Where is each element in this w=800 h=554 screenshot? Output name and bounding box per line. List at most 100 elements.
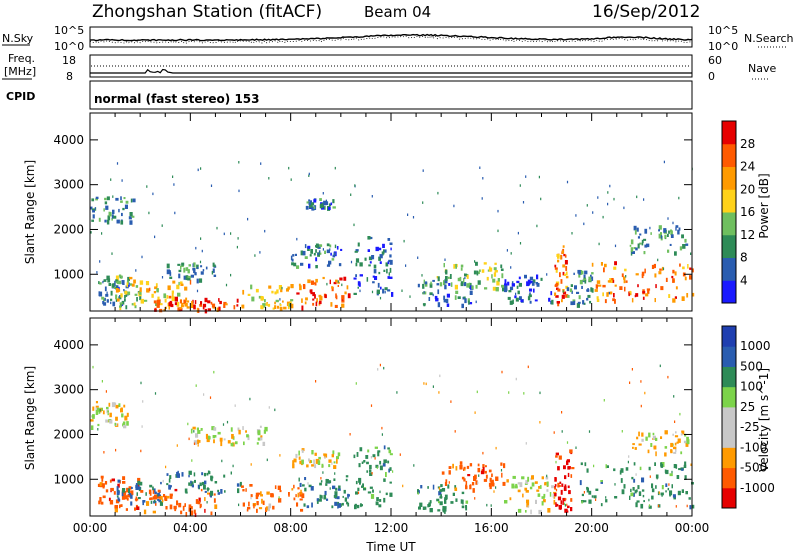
scatter-cell xyxy=(298,456,301,460)
scatter-cell xyxy=(591,288,594,293)
scatter-cell xyxy=(308,174,310,177)
scatter-cell xyxy=(530,280,533,284)
scatter-cell xyxy=(185,512,188,517)
scatter-cell xyxy=(369,472,373,476)
scatter-cell xyxy=(193,509,196,514)
scatter-cell xyxy=(658,233,662,239)
scatter-cell xyxy=(675,225,679,228)
scatter-cell xyxy=(207,436,211,440)
scatter-cell xyxy=(432,484,435,490)
scatter-cell xyxy=(633,478,636,483)
scatter-cell xyxy=(644,244,648,248)
scatter-cell xyxy=(570,498,573,502)
scatter-cell xyxy=(423,303,426,307)
scatter-cell xyxy=(310,289,313,295)
scatter-cell xyxy=(536,283,540,287)
scatter-cell xyxy=(367,449,370,453)
scatter-cell xyxy=(577,269,581,274)
scatter-cell xyxy=(570,474,573,478)
scatter-cell xyxy=(359,447,363,452)
scatter-cell xyxy=(593,495,597,499)
scatter-cell xyxy=(477,467,481,473)
scatter-cell xyxy=(302,484,305,487)
scatter-cell xyxy=(157,489,161,493)
scatter-cell xyxy=(342,495,344,498)
colorbar-segment xyxy=(722,386,736,408)
scatter-cell xyxy=(276,289,279,294)
scatter-cell xyxy=(115,299,117,302)
scatter-cell xyxy=(678,227,681,231)
scatter-cell xyxy=(260,494,263,497)
scatter-cell xyxy=(117,479,121,483)
scatter-cell xyxy=(571,290,573,294)
scatter-cell xyxy=(182,505,185,511)
scatter-cell xyxy=(303,284,306,290)
scatter-cell xyxy=(429,292,433,296)
scatter-cell xyxy=(166,269,170,275)
scatter-cell xyxy=(659,268,662,271)
scatter-cell xyxy=(455,498,458,502)
scatter-cell xyxy=(558,485,561,487)
scatter-cell xyxy=(485,465,487,468)
scatter-cell xyxy=(591,495,594,498)
scatter-cell xyxy=(296,502,299,507)
scatter-cell xyxy=(528,294,532,298)
scatter-cell xyxy=(195,384,197,387)
scatter-cell xyxy=(567,466,571,470)
scatter-cell xyxy=(387,447,390,450)
scatter-cell xyxy=(260,162,262,165)
scatter-cell xyxy=(660,286,664,291)
scatter-cell xyxy=(538,509,542,515)
scatter-cell xyxy=(117,497,120,501)
scatter-cell xyxy=(203,303,207,308)
scatter-cell xyxy=(109,500,114,505)
scatter-cell xyxy=(322,276,325,280)
scatter-cell xyxy=(238,429,241,435)
scatter-cell xyxy=(114,286,116,289)
scatter-cell xyxy=(103,298,106,302)
scatter-cell xyxy=(108,283,112,286)
scatter-cell xyxy=(539,421,541,424)
scatter-cell xyxy=(200,265,203,268)
scatter-cell xyxy=(591,276,594,281)
date-label: 16/Sep/2012 xyxy=(592,2,700,22)
scatter-cell xyxy=(396,391,398,394)
scatter-cell xyxy=(330,302,333,307)
scatter-cell xyxy=(570,301,574,306)
scatter-cell xyxy=(128,491,130,495)
scatter-cell xyxy=(239,481,242,487)
scatter-cell xyxy=(625,275,627,278)
scatter-cell xyxy=(329,244,332,248)
scatter-cell xyxy=(392,470,394,473)
scatter-cell xyxy=(553,431,555,434)
scatter-cell xyxy=(309,204,311,209)
scatter-cell xyxy=(164,498,168,501)
scatter-cell xyxy=(130,501,133,506)
scatter-cell xyxy=(564,260,568,265)
scatter-cell xyxy=(174,488,178,492)
scatter-cell xyxy=(668,483,670,486)
scatter-cell xyxy=(163,494,166,498)
scatter-cell xyxy=(102,495,106,499)
scatter-cell xyxy=(290,303,294,309)
scatter-cell xyxy=(675,431,677,434)
scatter-cell xyxy=(299,460,301,464)
scatter-cell xyxy=(328,260,332,265)
scatter-cell xyxy=(314,464,317,469)
scatter-cell xyxy=(586,486,588,490)
scatter-cell xyxy=(510,266,512,269)
scatter-cell xyxy=(554,292,557,296)
scatter-cell xyxy=(169,272,172,276)
scatter-cell xyxy=(112,195,114,198)
scatter-cell xyxy=(436,276,438,279)
scatter-cell xyxy=(491,274,493,279)
scatter-cell xyxy=(454,295,457,300)
scatter-cell xyxy=(310,486,314,491)
y-tick-label: 2000 xyxy=(53,427,84,441)
nave-label: Nave xyxy=(748,62,776,75)
scatter-cell xyxy=(556,253,560,257)
scatter-cell xyxy=(517,482,521,485)
scatter-cell xyxy=(166,473,169,476)
scatter-cell xyxy=(621,489,625,495)
